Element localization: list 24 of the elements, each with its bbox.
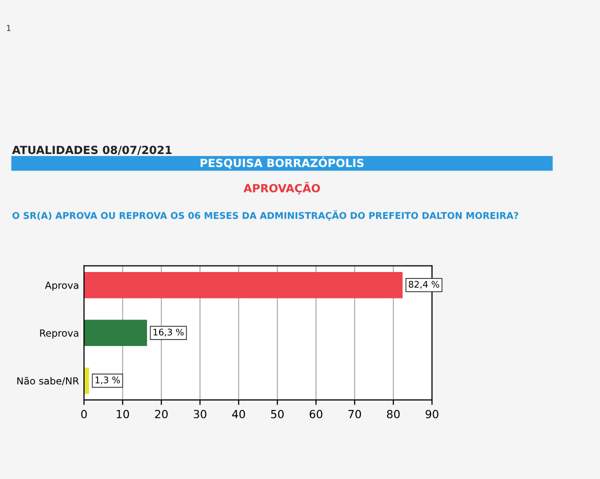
y-tick-label: Reprova — [40, 330, 78, 339]
x-tick-label: 40 — [232, 410, 245, 418]
x-tick-label: 20 — [155, 410, 168, 418]
data-label: 16,3 % — [154, 328, 184, 336]
text: ATUALIDADES 08/07/2021 — [12, 146, 172, 155]
bar — [84, 368, 90, 394]
x-tick-label: 80 — [387, 410, 400, 418]
chart-title: PESQUISA BORRAZÓPOLIS — [200, 156, 364, 169]
x-tick-label: 30 — [194, 410, 206, 418]
chart-subtitle: APROVAÇÃO — [244, 182, 320, 194]
text: 1 — [6, 24, 11, 32]
data-label: 82,4 % — [408, 280, 440, 289]
x-tick-label: 70 — [348, 410, 361, 418]
text: O SR(A) APROVA OU REPROVA OS 06 MESES DA ADMINISTRAÇÃO DO PREFEITO DALTON MOREIRA? — [12, 210, 518, 221]
y-tick-label: Aprova — [44, 282, 78, 291]
x-tick-label: 10 — [116, 410, 129, 418]
x-tick-label: 50 — [271, 410, 284, 418]
x-tick-label: 0 — [81, 410, 87, 418]
x-tick-label: 90 — [426, 410, 438, 418]
data-label: 1,3 % — [96, 376, 120, 384]
bar — [84, 320, 148, 346]
x-tick-label: 60 — [310, 410, 322, 418]
bar — [84, 272, 403, 298]
y-tick-label: Não sabe/NR — [17, 376, 79, 386]
